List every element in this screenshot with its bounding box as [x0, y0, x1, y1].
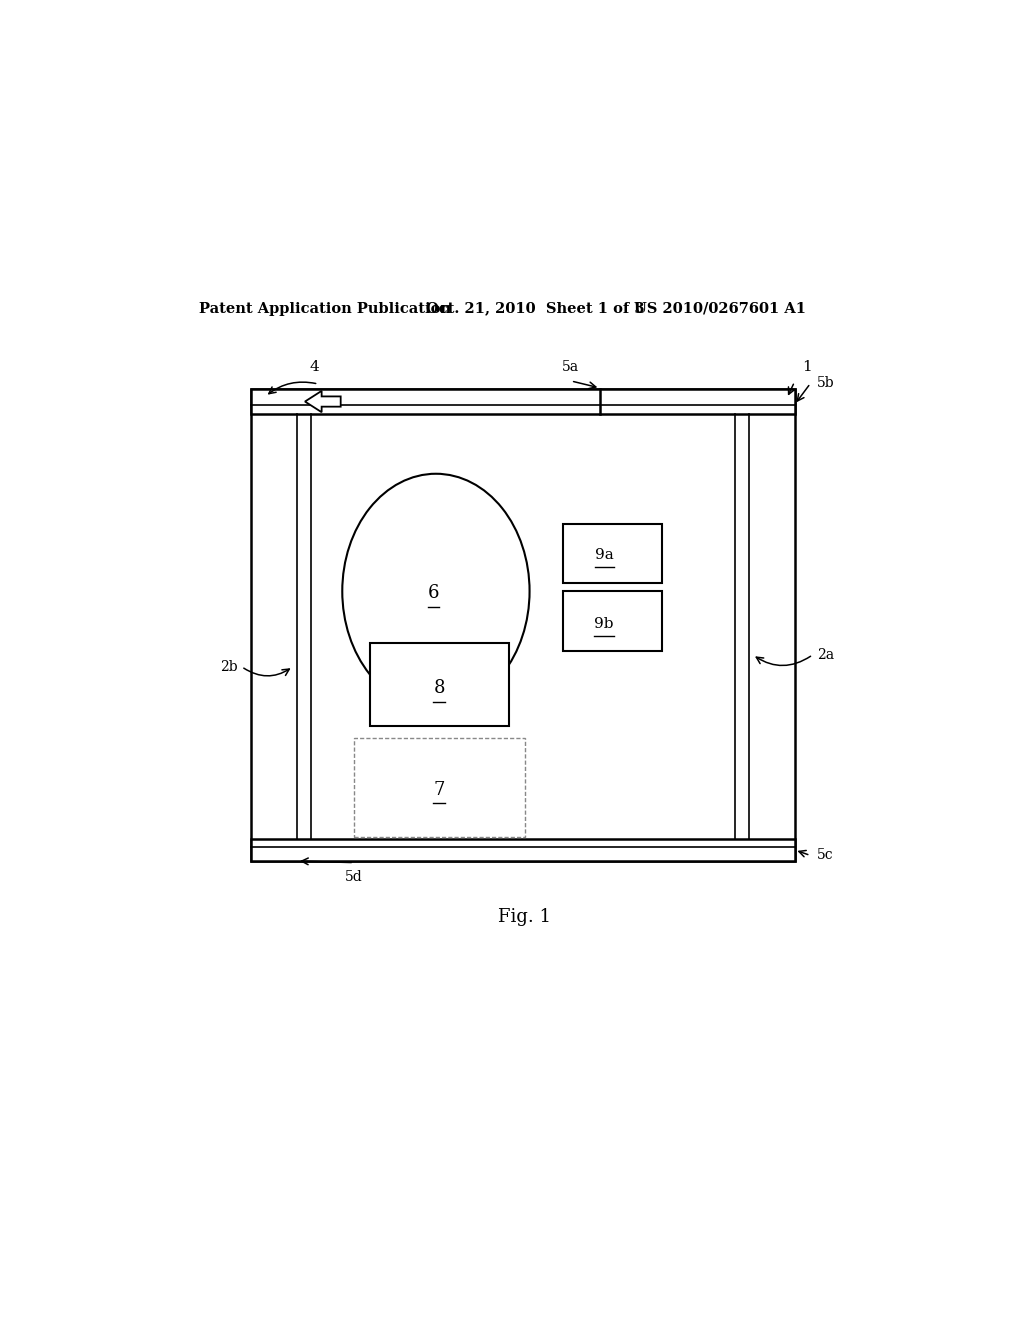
Text: Patent Application Publication: Patent Application Publication [200, 302, 452, 315]
Text: Oct. 21, 2010  Sheet 1 of 3: Oct. 21, 2010 Sheet 1 of 3 [426, 302, 644, 315]
Text: 2a: 2a [817, 648, 834, 661]
Text: Fig. 1: Fig. 1 [499, 908, 551, 925]
Text: 9a: 9a [595, 549, 613, 562]
Bar [251, 389, 795, 414]
Bar [563, 591, 663, 651]
Bar [370, 643, 509, 726]
Text: 7: 7 [433, 780, 444, 799]
Text: 1: 1 [802, 360, 811, 375]
Text: 9b: 9b [594, 616, 614, 631]
Polygon shape [305, 391, 341, 412]
Text: US 2010/0267601 A1: US 2010/0267601 A1 [634, 302, 806, 315]
Text: 6: 6 [428, 583, 439, 602]
Text: 5c: 5c [817, 849, 834, 862]
Bar [251, 838, 795, 861]
Text: 5a: 5a [562, 359, 580, 374]
Bar [354, 738, 524, 837]
Text: 8: 8 [433, 678, 444, 697]
Text: 5d: 5d [345, 870, 364, 884]
Text: 5b: 5b [817, 376, 835, 391]
Text: 2b: 2b [220, 660, 238, 673]
Ellipse shape [342, 474, 529, 709]
Bar [251, 389, 795, 861]
Text: 4: 4 [309, 359, 319, 374]
Bar [563, 524, 663, 583]
